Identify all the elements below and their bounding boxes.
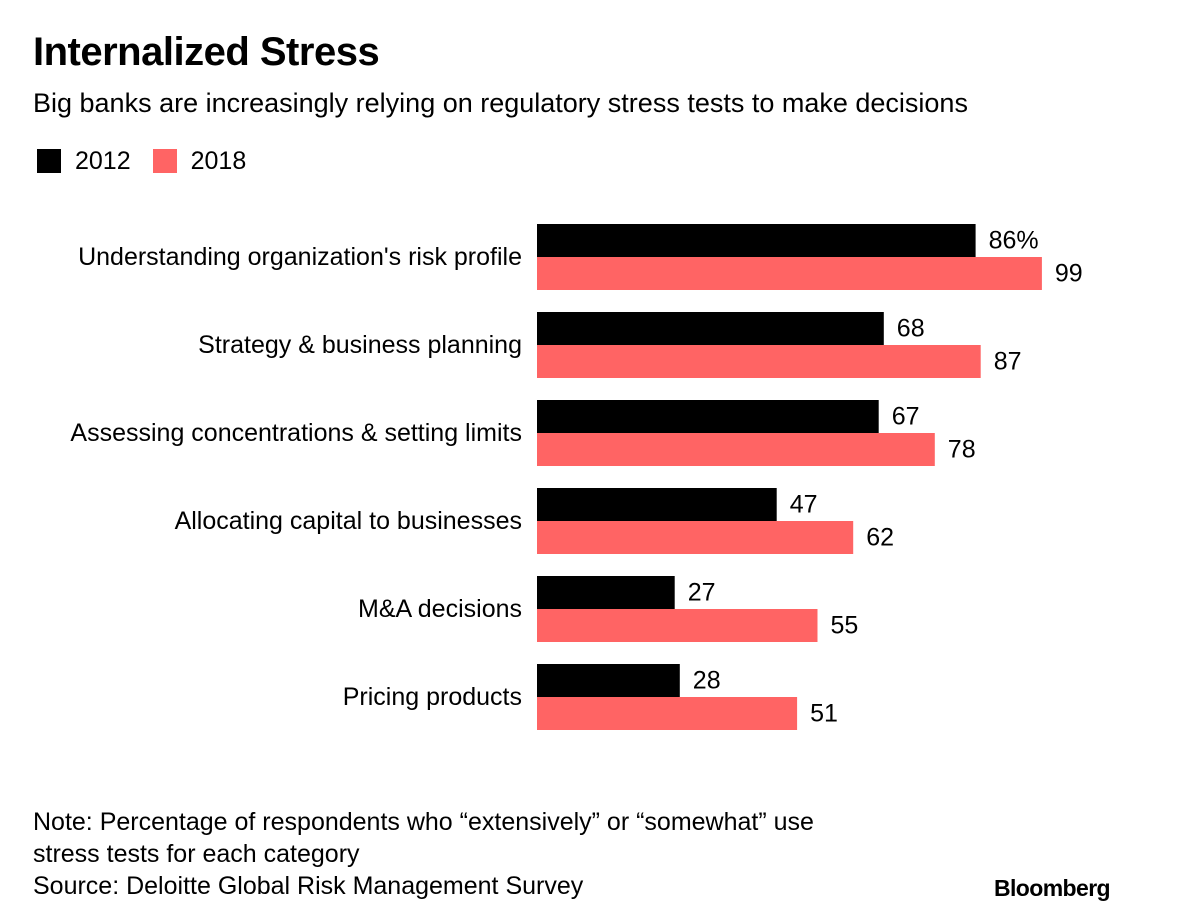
bar-2012-pricing-products bbox=[537, 664, 680, 697]
value-label-2018-allocating-capital-to-businesses: 62 bbox=[866, 524, 894, 552]
category-label-m-a-decisions: M&A decisions bbox=[358, 595, 522, 623]
value-label-2012-allocating-capital-to-businesses: 47 bbox=[790, 491, 818, 519]
chart-note: Note: Percentage of respondents who “ext… bbox=[33, 806, 814, 902]
legend-swatch-2018 bbox=[152, 149, 177, 173]
value-label-2018-strategy-business-planning: 87 bbox=[994, 348, 1022, 376]
legend-item-2018: 2018 bbox=[152, 146, 247, 176]
bar-2018-understanding-organization-s-risk-profile bbox=[537, 257, 1042, 290]
chart-title: Internalized Stress bbox=[33, 30, 380, 74]
bar-2012-assessing-concentrations-setting-limits bbox=[537, 400, 879, 433]
category-label-understanding-organization-s-risk-profile: Understanding organization's risk profil… bbox=[78, 243, 522, 271]
value-label-2012-understanding-organization-s-risk-profile: 86% bbox=[989, 227, 1039, 255]
value-label-2012-strategy-business-planning: 68 bbox=[897, 315, 925, 343]
value-label-2018-assessing-concentrations-setting-limits: 78 bbox=[948, 436, 976, 464]
bar-2012-allocating-capital-to-businesses bbox=[537, 488, 777, 521]
bar-2018-pricing-products bbox=[537, 697, 798, 730]
bar-2012-m-a-decisions bbox=[537, 576, 675, 609]
note-line-2: stress tests for each category bbox=[33, 840, 360, 868]
value-label-2018-understanding-organization-s-risk-profile: 99 bbox=[1055, 260, 1083, 288]
category-label-pricing-products: Pricing products bbox=[343, 683, 522, 711]
bar-2012-strategy-business-planning bbox=[537, 312, 884, 345]
value-label-2012-pricing-products: 28 bbox=[693, 667, 721, 695]
value-label-2012-m-a-decisions: 27 bbox=[688, 579, 716, 607]
legend-swatch-2012 bbox=[37, 149, 61, 173]
bar-2018-m-a-decisions bbox=[537, 609, 818, 642]
legend: 2012 2018 bbox=[37, 146, 268, 176]
category-label-assessing-concentrations-setting-limits: Assessing concentrations & setting limit… bbox=[70, 419, 522, 447]
bloomberg-logo: Bloomberg bbox=[994, 875, 1111, 901]
bar-2018-allocating-capital-to-businesses bbox=[537, 521, 854, 554]
category-label-allocating-capital-to-businesses: Allocating capital to businesses bbox=[175, 507, 522, 535]
value-label-2018-pricing-products: 51 bbox=[810, 700, 838, 728]
value-label-2012-assessing-concentrations-setting-limits: 67 bbox=[892, 403, 920, 431]
bar-2012-understanding-organization-s-risk-profile bbox=[537, 224, 976, 257]
bar-2018-assessing-concentrations-setting-limits bbox=[537, 433, 935, 466]
source-line: Source: Deloitte Global Risk Management … bbox=[33, 872, 584, 900]
category-label-strategy-business-planning: Strategy & business planning bbox=[198, 331, 522, 359]
legend-item-2012: 2012 bbox=[37, 147, 131, 176]
legend-label-2012: 2012 bbox=[75, 146, 131, 175]
value-label-2018-m-a-decisions: 55 bbox=[831, 612, 859, 640]
chart-subtitle: Big banks are increasingly relying on re… bbox=[33, 88, 968, 118]
note-line-1: Note: Percentage of respondents who “ext… bbox=[33, 808, 814, 836]
bar-2018-strategy-business-planning bbox=[537, 345, 981, 378]
legend-label-2018: 2018 bbox=[190, 146, 247, 175]
